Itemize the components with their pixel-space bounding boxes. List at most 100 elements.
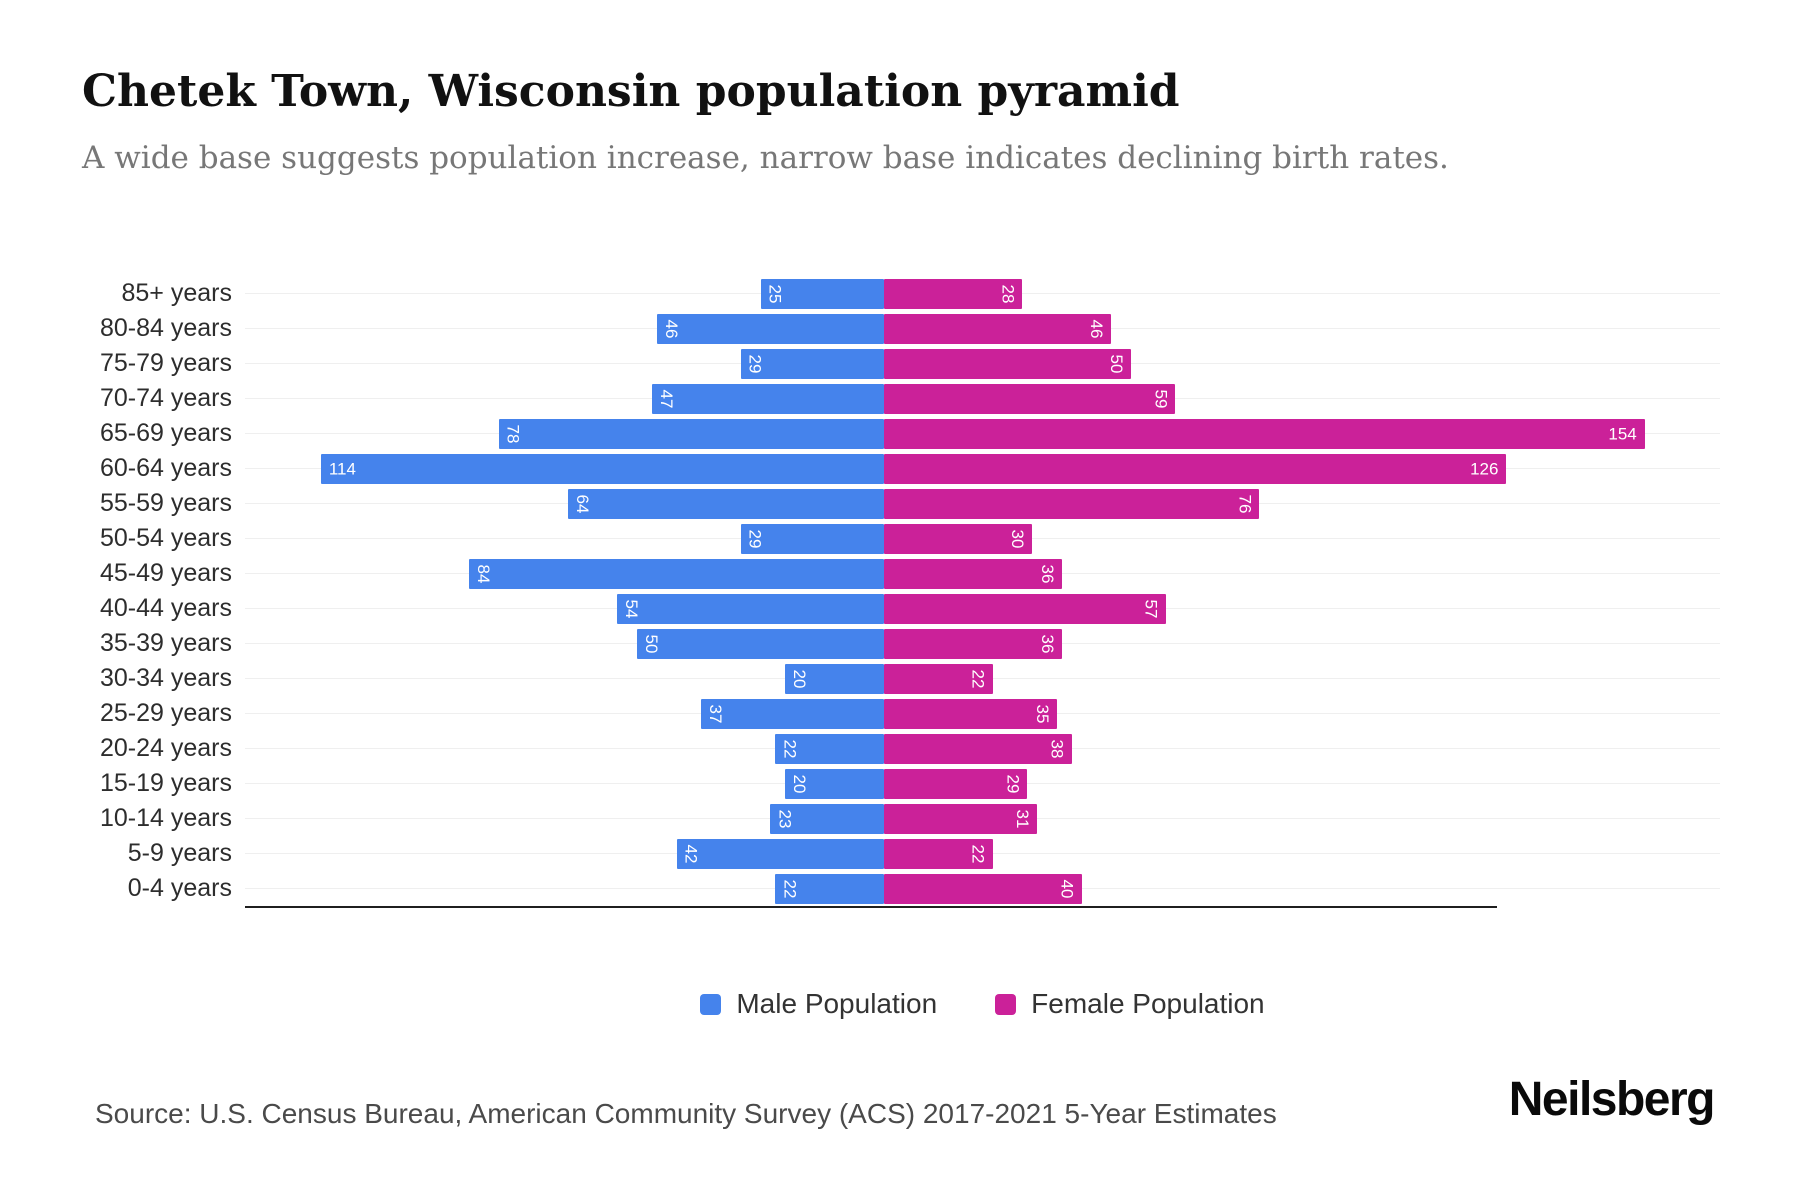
row-plot-area: 50 36 — [245, 626, 1720, 661]
male-bar[interactable]: 23 — [770, 803, 884, 834]
female-bar[interactable]: 30 — [884, 523, 1033, 554]
page-subtitle: A wide base suggests population increase… — [82, 140, 1449, 176]
male-bar-value: 20 — [790, 774, 810, 793]
male-bar-value: 25 — [765, 284, 785, 303]
female-bar[interactable]: 22 — [884, 838, 993, 869]
male-legend-swatch-icon — [700, 993, 722, 1015]
neilsberg-logo: Neilsberg — [1508, 1073, 1716, 1126]
female-bar[interactable]: 76 — [884, 488, 1260, 519]
female-bar[interactable]: 46 — [884, 313, 1112, 344]
male-bar-value: 23 — [775, 809, 795, 828]
row-plot-area: 37 35 — [245, 696, 1720, 731]
row-plot-area: 22 38 — [245, 731, 1720, 766]
female-bar-value: 29 — [1003, 774, 1023, 793]
age-group-label: 20-24 years — [99, 734, 232, 762]
chart-legend: Male Population Female Population — [245, 988, 1720, 1020]
male-bar-value: 22 — [780, 879, 800, 898]
age-group-label: 15-19 years — [99, 769, 232, 797]
female-bar-value: 57 — [1141, 599, 1161, 618]
male-bar[interactable]: 22 — [775, 873, 884, 904]
male-bar[interactable]: 64 — [567, 488, 884, 519]
row-plot-area: 64 76 — [245, 486, 1720, 521]
legend-item-male[interactable]: Male Population — [700, 988, 937, 1020]
age-group-row: 65-69 years 78 154 — [0, 416, 1800, 451]
age-group-row: 40-44 years 54 57 — [0, 591, 1800, 626]
female-bar-value: 36 — [1037, 634, 1057, 653]
male-bar-value: 37 — [706, 704, 726, 723]
male-bar[interactable]: 37 — [701, 698, 884, 729]
female-bar[interactable]: 29 — [884, 768, 1028, 799]
female-bar[interactable]: 57 — [884, 593, 1166, 624]
female-bar[interactable]: 40 — [884, 873, 1082, 904]
source-attribution: Source: U.S. Census Bureau, American Com… — [95, 1098, 1277, 1129]
age-group-label: 55-59 years — [99, 489, 232, 517]
male-bar-value: 114 — [328, 459, 356, 478]
age-group-label: 50-54 years — [99, 524, 232, 552]
row-plot-area: 114 126 — [245, 451, 1720, 486]
female-bar[interactable]: 22 — [884, 663, 993, 694]
male-bar[interactable]: 25 — [760, 278, 884, 309]
female-bar-value: 76 — [1235, 494, 1255, 513]
age-group-label: 35-39 years — [99, 629, 232, 657]
female-bar[interactable]: 50 — [884, 348, 1131, 379]
male-bar[interactable]: 29 — [740, 523, 884, 554]
age-group-row: 10-14 years 23 31 — [0, 801, 1800, 836]
age-group-row: 85+ years 25 28 — [0, 276, 1800, 311]
row-plot-area: 20 29 — [245, 766, 1720, 801]
age-group-row: 75-79 years 29 50 — [0, 346, 1800, 381]
male-bar[interactable]: 42 — [676, 838, 884, 869]
legend-label-female: Female Population — [1031, 988, 1265, 1019]
male-bar[interactable]: 29 — [740, 348, 884, 379]
male-bar-value: 46 — [661, 319, 681, 338]
row-plot-area: 54 57 — [245, 591, 1720, 626]
row-plot-area: 29 50 — [245, 346, 1720, 381]
age-group-label: 40-44 years — [99, 594, 232, 622]
female-bar[interactable]: 36 — [884, 628, 1062, 659]
male-bar-value: 50 — [642, 634, 661, 653]
age-group-row: 0-4 years 22 40 — [0, 871, 1800, 906]
female-bar[interactable]: 59 — [884, 383, 1176, 414]
age-group-label: 75-79 years — [99, 349, 232, 377]
female-bar-value: 30 — [1008, 529, 1028, 548]
female-bar[interactable]: 31 — [884, 803, 1038, 834]
male-bar[interactable]: 22 — [775, 733, 884, 764]
male-bar[interactable]: 78 — [498, 418, 884, 449]
age-group-label: 5-9 years — [127, 839, 232, 867]
age-group-row: 80-84 years 46 46 — [0, 311, 1800, 346]
male-bar[interactable]: 50 — [637, 628, 884, 659]
age-group-row: 70-74 years 47 59 — [0, 381, 1800, 416]
row-plot-area: 47 59 — [245, 381, 1720, 416]
male-bar[interactable]: 114 — [320, 453, 884, 484]
female-bar-value: 50 — [1107, 354, 1126, 373]
female-bar-value: 22 — [968, 669, 988, 688]
male-bar-value: 42 — [681, 844, 701, 863]
male-bar[interactable]: 46 — [656, 313, 884, 344]
age-group-label: 30-34 years — [99, 664, 232, 692]
male-bar[interactable]: 84 — [469, 558, 884, 589]
female-bar[interactable]: 126 — [884, 453, 1507, 484]
x-axis-line — [245, 906, 1497, 908]
male-bar-value: 47 — [656, 389, 676, 408]
female-bar-value: 154 — [1608, 424, 1637, 443]
male-bar[interactable]: 20 — [785, 768, 884, 799]
age-group-row: 60-64 years 114 126 — [0, 451, 1800, 486]
age-group-row: 5-9 years 42 22 — [0, 836, 1800, 871]
legend-item-female[interactable]: Female Population — [995, 988, 1265, 1020]
row-plot-area: 78 154 — [245, 416, 1720, 451]
row-plot-area: 20 22 — [245, 661, 1720, 696]
female-bar[interactable]: 38 — [884, 733, 1072, 764]
female-bar-value: 126 — [1470, 459, 1499, 478]
male-bar-value: 54 — [622, 599, 642, 618]
female-bar[interactable]: 35 — [884, 698, 1057, 729]
age-group-row: 45-49 years 84 36 — [0, 556, 1800, 591]
row-plot-area: 25 28 — [245, 276, 1720, 311]
male-bar[interactable]: 20 — [785, 663, 884, 694]
age-group-label: 60-64 years — [99, 454, 232, 482]
female-bar[interactable]: 28 — [884, 278, 1023, 309]
male-bar[interactable]: 54 — [617, 593, 884, 624]
age-group-row: 30-34 years 20 22 — [0, 661, 1800, 696]
female-bar[interactable]: 154 — [884, 418, 1645, 449]
age-group-label: 70-74 years — [99, 384, 232, 412]
male-bar[interactable]: 47 — [651, 383, 884, 414]
female-bar[interactable]: 36 — [884, 558, 1062, 589]
